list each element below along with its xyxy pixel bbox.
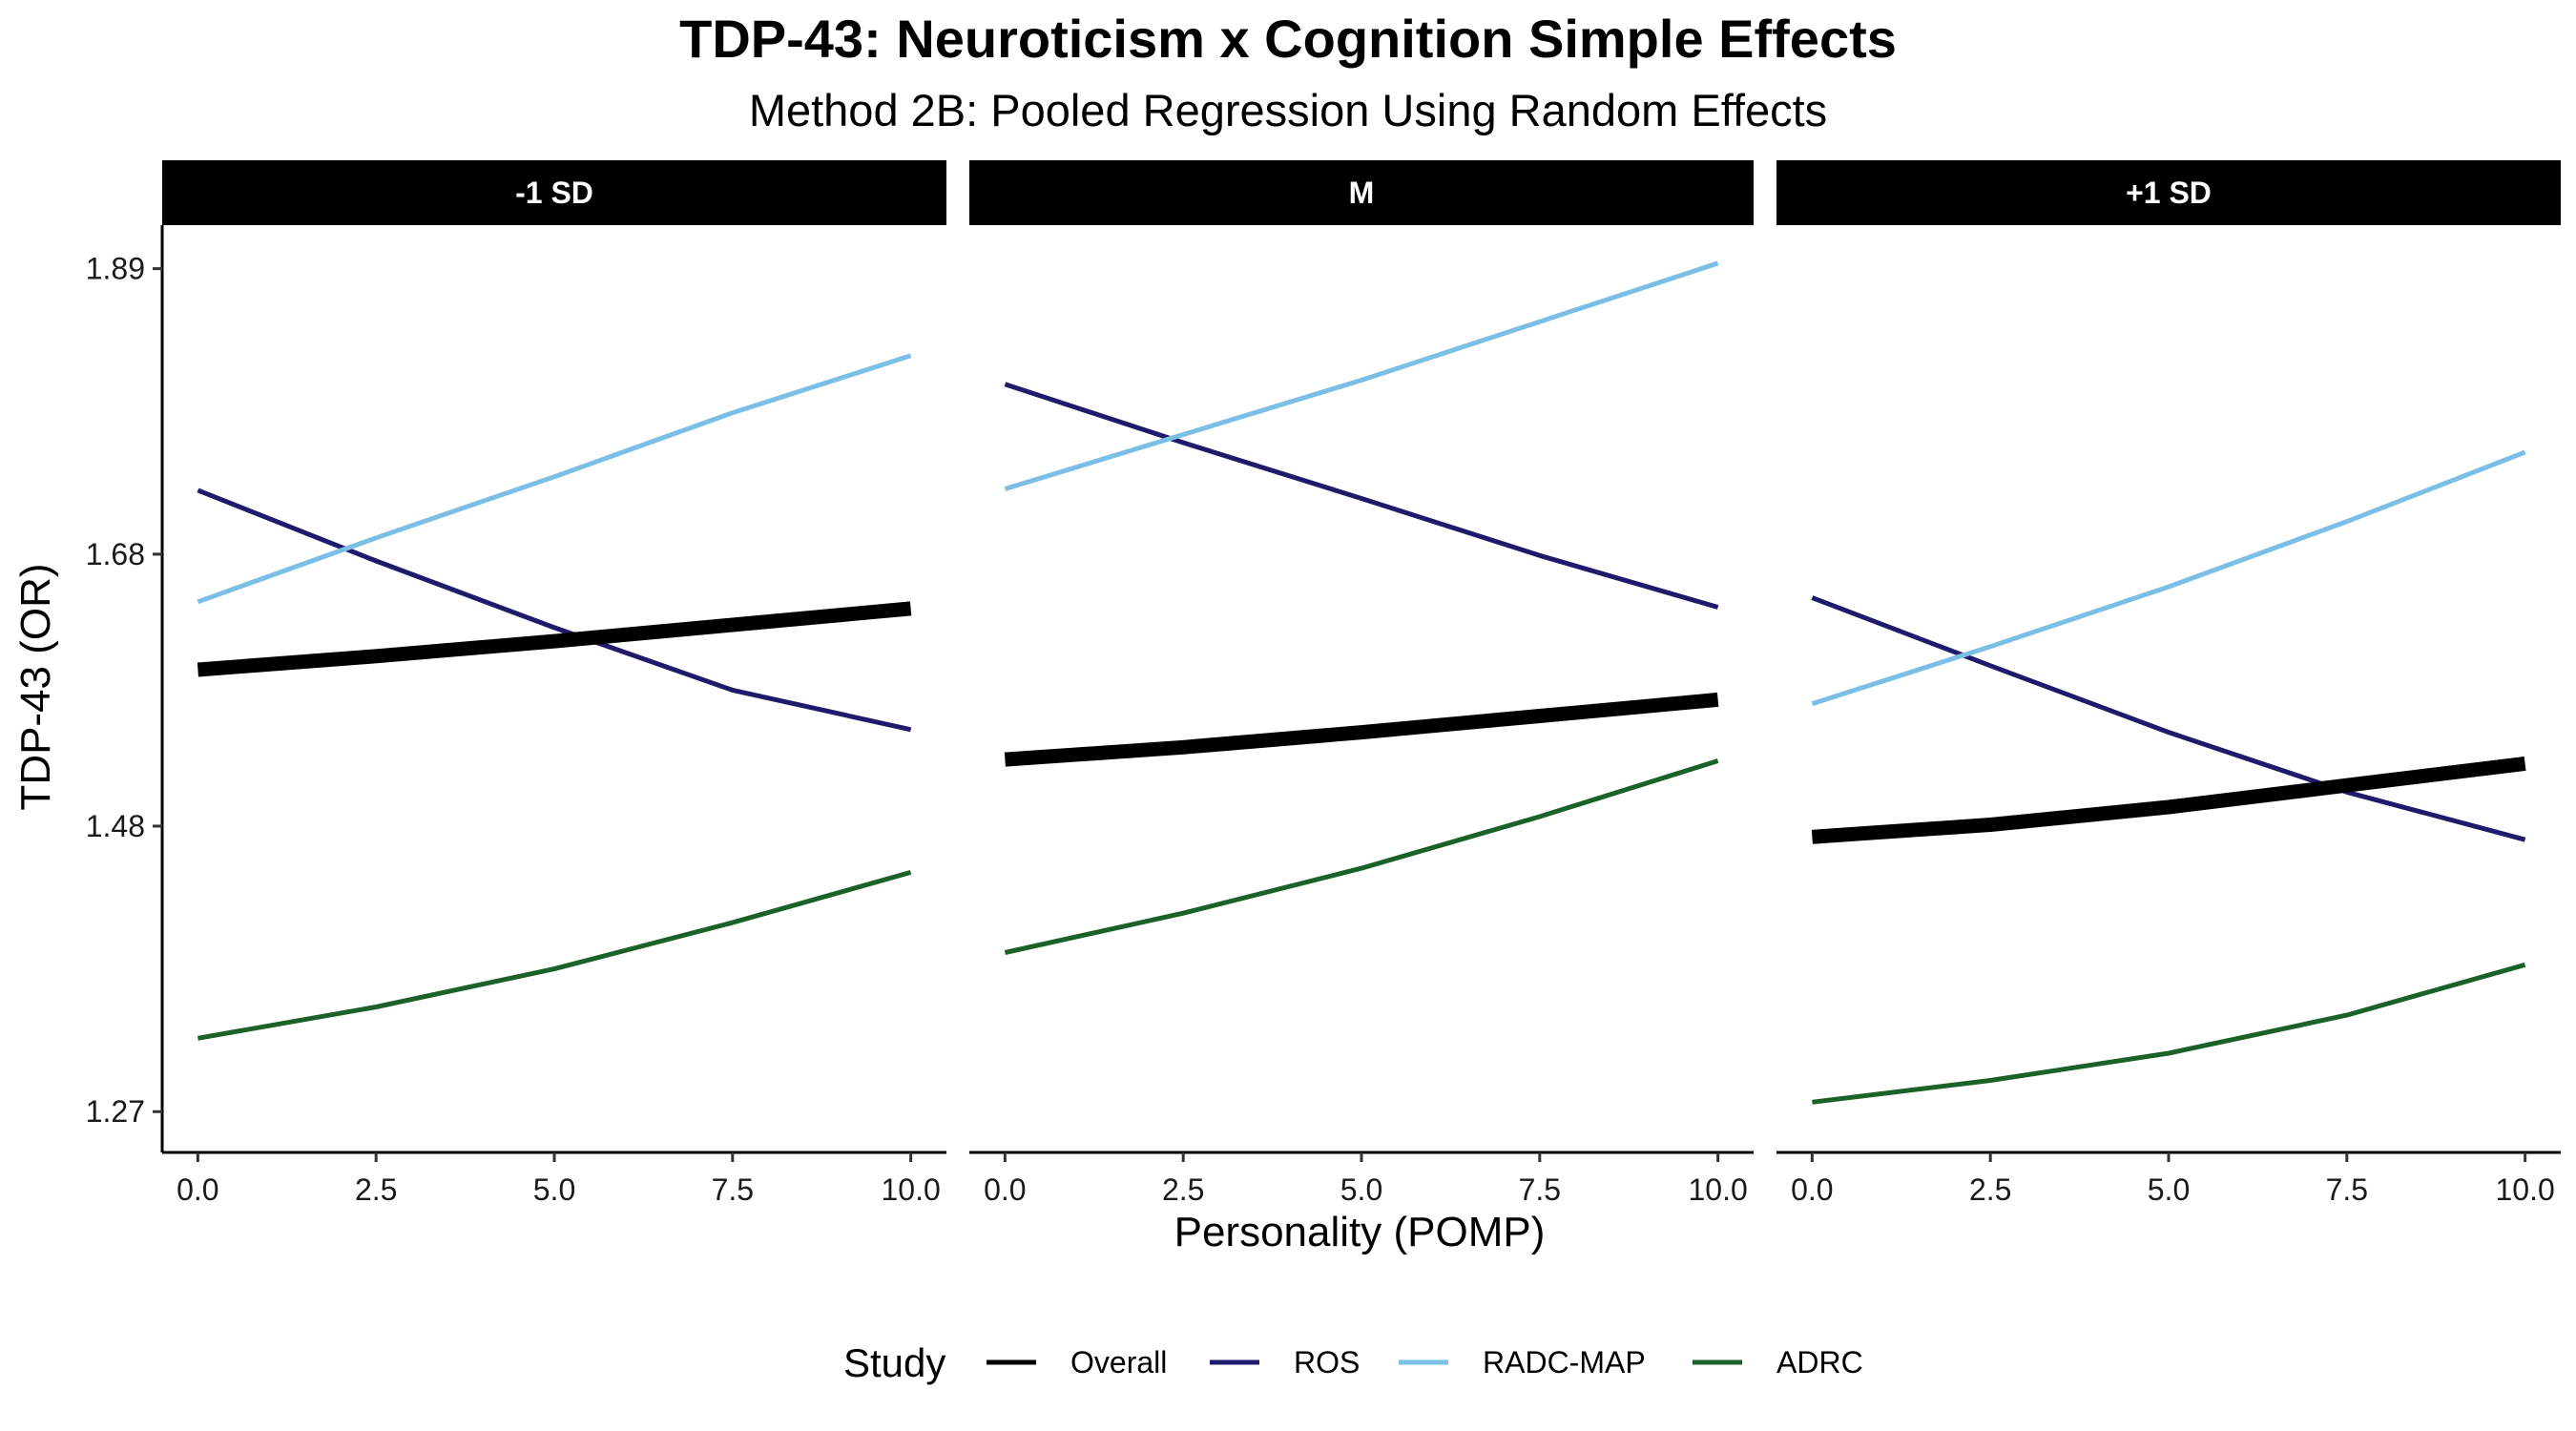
chart-title: TDP-43: Neuroticism x Cognition Simple E… [679, 9, 1897, 69]
chart-subtitle: Method 2B: Pooled Regression Using Rando… [749, 85, 1827, 135]
series-line-adrc [1812, 962, 2526, 1105]
panel-2: +1 SD 0.0 2.5 5.0 7.5 10.0 [1776, 160, 2561, 1207]
facet-strip [969, 160, 1754, 225]
x-tick-label: 0.0 [1791, 1172, 1833, 1207]
x-tick-label: 5.0 [2148, 1172, 2190, 1207]
legend-title: Study [843, 1340, 945, 1385]
facet-panels: -1 SD 1.27 1.48 1.68 1.89 0.0 2.5 5.0 7.5 10.0 M 0.… [86, 160, 2561, 1207]
facet-strip-label: M [1349, 176, 1375, 210]
x-tick-label: 2.5 [355, 1172, 397, 1207]
panel-1: M 0.0 2.5 5.0 7.5 10.0 [969, 160, 1754, 1207]
series-line-overall [1004, 692, 1719, 767]
y-tick-label: 1.68 [86, 537, 145, 571]
legend-item: Overall [987, 1345, 1167, 1379]
series-line-radc-map [1811, 449, 2526, 707]
facet-strip [162, 160, 946, 225]
x-tick-label: 10.0 [1688, 1172, 1747, 1207]
panel-0: -1 SD 1.27 1.48 1.68 1.89 0.0 2.5 5.0 7.5 10.0 [86, 160, 946, 1207]
facet-strip-label: +1 SD [2126, 176, 2212, 210]
x-tick-label: 7.5 [1519, 1172, 1561, 1207]
series-line-radc-map [1004, 260, 1719, 491]
x-tick-label: 0.0 [177, 1172, 218, 1207]
series-line-ros [1811, 595, 2526, 842]
legend: Study Overall ROS RADC-MAP ADRC [843, 1340, 1863, 1385]
series-line-adrc [197, 869, 912, 1041]
x-tick-label: 10.0 [2495, 1172, 2554, 1207]
legend-label: Overall [1070, 1345, 1167, 1379]
facet-strip-label: -1 SD [515, 176, 593, 210]
x-tick-label: 5.0 [1340, 1172, 1382, 1207]
series-line-adrc [1004, 758, 1719, 955]
series-line-overall [1811, 756, 2526, 844]
series-line-overall [197, 601, 912, 677]
legend-label: RADC-MAP [1483, 1345, 1646, 1379]
x-tick-label: 2.5 [1162, 1172, 1204, 1207]
y-tick-label: 1.27 [86, 1094, 145, 1129]
series-line-ros [197, 487, 912, 733]
x-tick-label: 10.0 [881, 1172, 940, 1207]
x-tick-label: 2.5 [1969, 1172, 2011, 1207]
series-line-radc-map [197, 353, 912, 605]
x-tick-label: 7.5 [712, 1172, 754, 1207]
x-tick-label: 0.0 [984, 1172, 1026, 1207]
legend-item: ADRC [1693, 1345, 1863, 1379]
x-tick-label: 7.5 [2326, 1172, 2368, 1207]
x-tick-label: 5.0 [533, 1172, 575, 1207]
legend-item: ROS [1210, 1345, 1360, 1379]
x-axis-label: Personality (POMP) [1174, 1209, 1546, 1255]
facet-strip [1776, 160, 2561, 225]
y-tick-label: 1.48 [86, 809, 145, 843]
y-axis-label: TDP-43 (OR) [12, 563, 59, 810]
legend-label: ROS [1294, 1345, 1360, 1379]
legend-item: RADC-MAP [1399, 1345, 1646, 1379]
y-tick-label: 1.89 [86, 252, 145, 286]
legend-label: ADRC [1776, 1345, 1863, 1379]
series-line-ros [1004, 382, 1719, 610]
